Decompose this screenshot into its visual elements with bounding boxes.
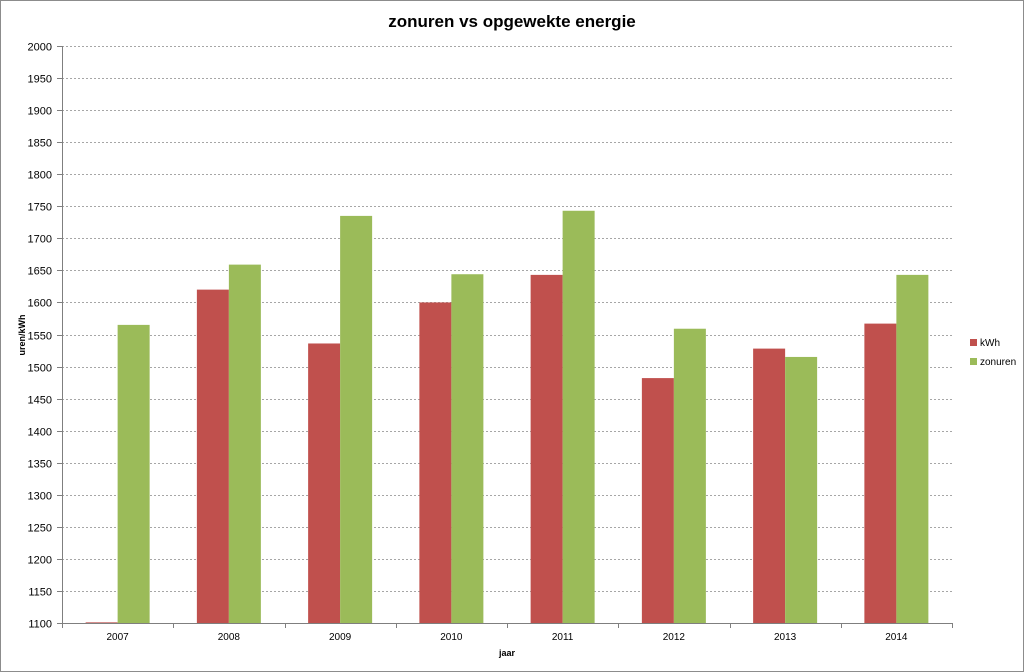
legend-label-kwh: kWh — [980, 338, 1000, 349]
x-tick-label: 2013 — [774, 632, 797, 643]
y-axis-title: uren/kWh — [17, 314, 27, 355]
bar-zonuren-2008 — [228, 264, 261, 623]
x-axis-title: jaar — [498, 648, 516, 658]
x-tick-label: 2007 — [107, 632, 130, 643]
chart-title: zonuren vs opgewekte energie — [388, 12, 636, 31]
bar-zonuren-2011 — [562, 210, 595, 623]
bar-kwh-2009 — [308, 343, 341, 623]
y-tick-label: 1450 — [28, 395, 52, 407]
bar-zonuren-2010 — [451, 274, 484, 623]
x-tick-label: 2008 — [218, 632, 241, 643]
y-tick-label: 1900 — [28, 106, 52, 118]
legend-swatch-kwh — [970, 339, 977, 346]
bar-zonuren-2013 — [785, 356, 818, 623]
bar-zonuren-2009 — [340, 215, 373, 623]
y-tick-label: 1350 — [28, 459, 52, 471]
y-tick-label: 1500 — [28, 363, 52, 375]
y-tick-label: 1300 — [28, 491, 52, 503]
y-tick-label: 1700 — [28, 234, 52, 246]
bar-zonuren-2007 — [117, 324, 150, 623]
bar-zonuren-2014 — [896, 274, 929, 623]
y-tick-label: 1600 — [28, 298, 52, 310]
bar-kwh-2008 — [196, 289, 229, 623]
legend-swatch-zonuren — [970, 358, 977, 365]
bar-kwh-2007 — [85, 622, 118, 623]
bar-kwh-2010 — [419, 302, 452, 623]
x-tick-label: 2011 — [552, 632, 574, 643]
axes: 1100 1150 1200 1250 1300 1350 1400 1450 1500 1550… — [28, 42, 953, 643]
y-tick-label: 1650 — [28, 266, 52, 278]
bar-zonuren-2012 — [673, 328, 706, 623]
x-tick-label: 2012 — [663, 632, 686, 643]
bar-kwh-2014 — [864, 323, 897, 623]
y-tick-label: 1950 — [28, 74, 52, 86]
bars — [85, 210, 929, 623]
x-tick-label: 2010 — [440, 632, 463, 643]
legend: kWh zonuren — [970, 338, 1016, 368]
x-tick-label: 2014 — [885, 632, 908, 643]
x-tick-label: 2009 — [329, 632, 352, 643]
y-tick-label: 1850 — [28, 138, 52, 150]
bar-kwh-2013 — [753, 348, 786, 623]
y-tick-label: 1750 — [28, 202, 52, 214]
y-tick-label: 1800 — [28, 170, 52, 182]
y-tick-label: 1100 — [28, 619, 52, 631]
legend-label-zonuren: zonuren — [980, 357, 1016, 368]
y-tick-label: 1550 — [28, 331, 52, 343]
y-tick-label: 1150 — [28, 587, 52, 599]
gridlines — [62, 46, 952, 592]
bar-kwh-2012 — [641, 378, 674, 623]
y-tick-label: 1400 — [28, 427, 52, 439]
y-tick-label: 1200 — [28, 555, 52, 567]
bar-kwh-2011 — [530, 274, 563, 623]
y-tick-label: 1250 — [28, 523, 52, 535]
y-tick-label: 2000 — [28, 42, 52, 54]
